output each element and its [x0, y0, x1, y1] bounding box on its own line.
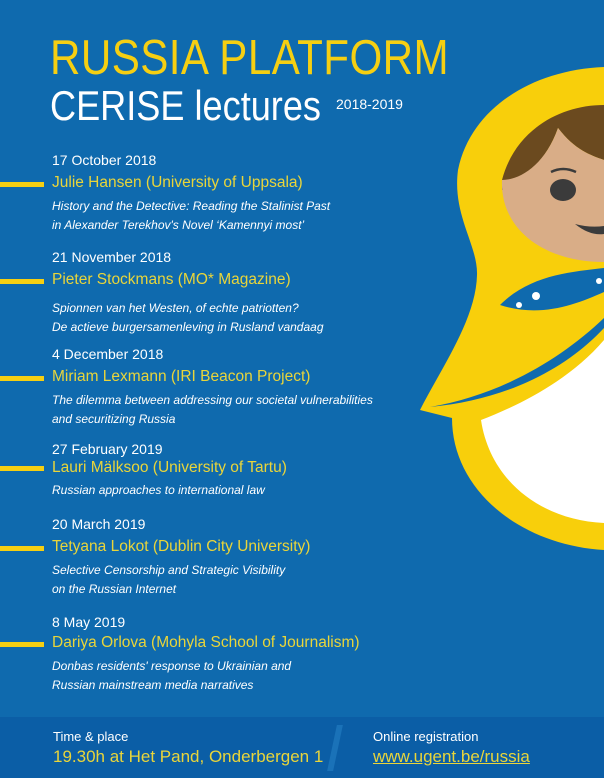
doll-eye: [550, 179, 576, 201]
lecture-title: Donbas residents' response to Ukrainian …: [52, 659, 292, 692]
accent-bar: [0, 466, 44, 471]
accent-bar: [0, 642, 44, 647]
poster-title: RUSSIA PLATFORM: [50, 31, 450, 85]
lecture-date: 21 November 2018: [52, 249, 172, 265]
lecture-speaker: Dariya Orlova (Mohyla School of Journali…: [52, 634, 360, 651]
lecture-title: Selective Censorship and Strategic Visib…: [52, 563, 286, 596]
lecture-speaker: Miriam Lexmann (IRI Beacon Project): [52, 368, 311, 385]
accent-bar: [0, 376, 44, 381]
lecture-speaker: Tetyana Lokot (Dublin City University): [52, 538, 311, 555]
lecture-title: The dilemma between addressing our socie…: [52, 393, 373, 426]
divider: [327, 725, 343, 771]
lecture-date: 8 May 2019: [52, 614, 126, 630]
academic-year: 2018-2019: [336, 96, 403, 112]
lecture-date: 17 October 2018: [52, 152, 157, 168]
lecture-date: 4 December 2018: [52, 346, 164, 362]
lecture-title: Russian approaches to international law: [52, 483, 265, 497]
lecture-title: Spionnen van het Westen, of echte patrio…: [52, 301, 324, 334]
doll-mouth: [575, 224, 604, 235]
doll-eyebrow: [550, 167, 577, 174]
registration-label: Online registration: [373, 729, 479, 744]
doll-scarf: [500, 268, 604, 311]
lecture-date: 27 February 2019: [52, 441, 163, 457]
time-place-value: 19.30h at Het Pand, Onderbergen 1: [53, 747, 324, 766]
accent-bar: [0, 546, 44, 551]
doll-hair: [502, 105, 604, 190]
lecture-speaker: Julie Hansen (University of Uppsala): [52, 174, 303, 191]
lecture-date: 20 March 2019: [52, 516, 146, 532]
lecture-speaker: Pieter Stockmans (MO* Magazine): [52, 271, 291, 288]
scarf-dot: [596, 278, 602, 284]
doll-apron: [481, 340, 604, 523]
scarf-dot: [516, 302, 522, 308]
time-place-label: Time & place: [53, 729, 129, 744]
lecture-speaker: Lauri Mälksoo (University of Tartu): [52, 459, 287, 476]
lecture-title: History and the Detective: Reading the S…: [52, 199, 331, 232]
scarf-dot: [532, 292, 540, 300]
accent-bar: [0, 182, 44, 187]
registration-link[interactable]: www.ugent.be/russia: [373, 747, 530, 766]
footer: Time & place 19.30h at Het Pand, Onderbe…: [0, 717, 604, 778]
poster-subtitle: CERISE lectures: [50, 82, 321, 129]
accent-bar: [0, 279, 44, 284]
